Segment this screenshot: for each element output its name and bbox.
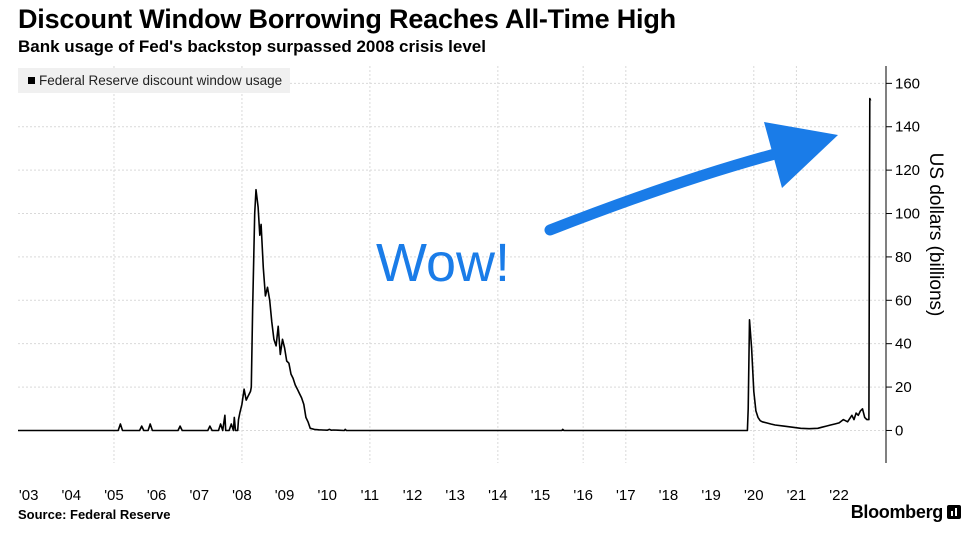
x-tick-label: '17: [616, 487, 636, 504]
chart-subtitle: Bank usage of Fed's backstop surpassed 2…: [18, 37, 486, 56]
axes: 0 20 40 60 80 100 120 140 160 '03 '04 '05 '06 '07 '08 '…: [19, 66, 946, 504]
x-tick-label: '19: [701, 487, 721, 504]
x-tick-label: '12: [403, 487, 423, 504]
y-tick-label: 120: [895, 162, 920, 179]
x-tick-label: '18: [659, 487, 679, 504]
x-tick-label: '10: [317, 487, 337, 504]
x-tick-label: '16: [573, 487, 593, 504]
arrow-head: [764, 122, 838, 188]
x-tick-label: '04: [62, 487, 82, 504]
bloomberg-chart-icon: [947, 505, 961, 519]
series-layer: [18, 97, 872, 432]
legend-label: Federal Reserve discount window usage: [39, 73, 283, 88]
y-tick-label: 0: [895, 422, 903, 439]
legend: Federal Reserve discount window usage: [18, 68, 291, 93]
y-tick-label: 100: [895, 206, 920, 223]
y-tick-label: 20: [895, 379, 912, 396]
x-tick-label: '09: [275, 487, 295, 504]
y-tick-label: 140: [895, 119, 920, 136]
source-note: Source: Federal Reserve: [18, 507, 171, 522]
arrow-shaft: [544, 144, 796, 236]
bloomberg-logo: Bloomberg: [850, 502, 944, 522]
x-tick-label: '08: [232, 487, 252, 504]
x-tick-label: '06: [147, 487, 167, 504]
x-tick-label: '15: [531, 487, 551, 504]
x-tick-label: '20: [744, 487, 764, 504]
y-tick-label: 160: [895, 75, 920, 92]
y-tick-label: 60: [895, 292, 912, 309]
annotation-wow: Wow!: [376, 233, 511, 293]
y-axis-label: US dollars (billions): [925, 153, 946, 317]
chart-title: Discount Window Borrowing Reaches All-Ti…: [18, 4, 676, 34]
x-tick-label: '14: [488, 487, 508, 504]
y-tick-label: 40: [895, 336, 912, 353]
series-line: [18, 97, 872, 432]
x-tick-label: '07: [189, 487, 209, 504]
legend-swatch: [28, 77, 35, 84]
x-tick-label: '22: [829, 487, 849, 504]
x-tick-label: '05: [104, 487, 124, 504]
x-tick-label: '03: [19, 487, 39, 504]
y-tick-label: 80: [895, 249, 912, 266]
x-tick-label: '21: [787, 487, 807, 504]
x-tick-label: '11: [361, 487, 379, 504]
annotation-arrow: [544, 122, 838, 236]
x-tick-label: '13: [445, 487, 465, 504]
